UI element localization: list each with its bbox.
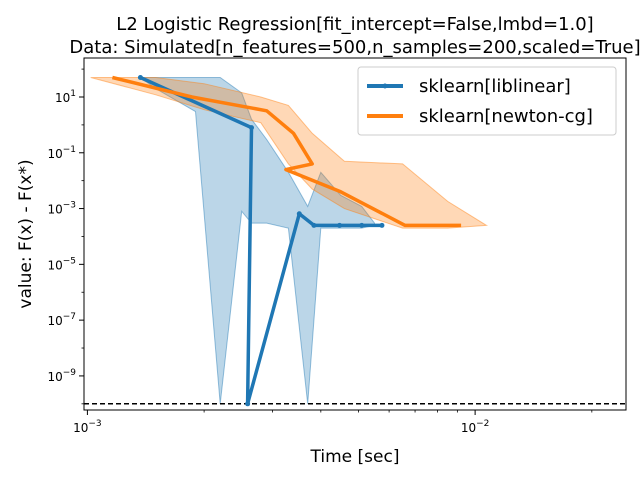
band-newton-cg xyxy=(90,77,489,229)
x-tick-label: 10−2 xyxy=(461,419,490,435)
plot-frame xyxy=(83,57,627,411)
point-liblinear xyxy=(337,222,343,228)
legend-marker-liblinear xyxy=(382,83,388,89)
legend: sklearn[liblinear] sklearn[newton-cg] xyxy=(357,66,617,136)
y-tick-label: 101 xyxy=(55,89,76,105)
series-lines xyxy=(111,74,462,407)
legend-label-liblinear: sklearn[liblinear] xyxy=(419,76,571,97)
point-liblinear xyxy=(296,211,302,217)
series-line-newton-cg xyxy=(111,75,462,228)
y-axis-ticks: 101 10−1 10−3 10−5 10−7 10−9 xyxy=(47,68,84,405)
band-liblinear xyxy=(138,77,375,404)
x-axis-ticks: 10−3 10−2 xyxy=(73,410,593,435)
y-tick-label: 10−9 xyxy=(47,368,76,384)
x-tick-label: 10−3 xyxy=(73,419,102,435)
legend-label-newton-cg: sklearn[newton-cg] xyxy=(419,106,593,127)
point-liblinear xyxy=(359,222,365,228)
chart-subtitle: Data: Simulated[n_features=500,n_samples… xyxy=(69,37,640,58)
x-axis-label: Time [sec] xyxy=(310,447,400,467)
y-tick-label: 10−7 xyxy=(47,312,76,328)
point-liblinear xyxy=(248,125,254,131)
point-liblinear xyxy=(137,74,143,80)
y-tick-label: 10−3 xyxy=(47,201,76,217)
y-axis-label: value: F(x) - F(x*) xyxy=(16,159,36,308)
chart-title: L2 Logistic Regression[fit_intercept=Fal… xyxy=(116,14,593,35)
y-tick-label: 10−1 xyxy=(47,145,76,161)
legend-box xyxy=(357,66,617,136)
point-liblinear xyxy=(311,222,317,228)
point-liblinear xyxy=(379,222,385,228)
series-line-liblinear xyxy=(139,75,382,406)
point-liblinear xyxy=(245,401,251,407)
y-tick-label: 10−5 xyxy=(47,256,76,272)
